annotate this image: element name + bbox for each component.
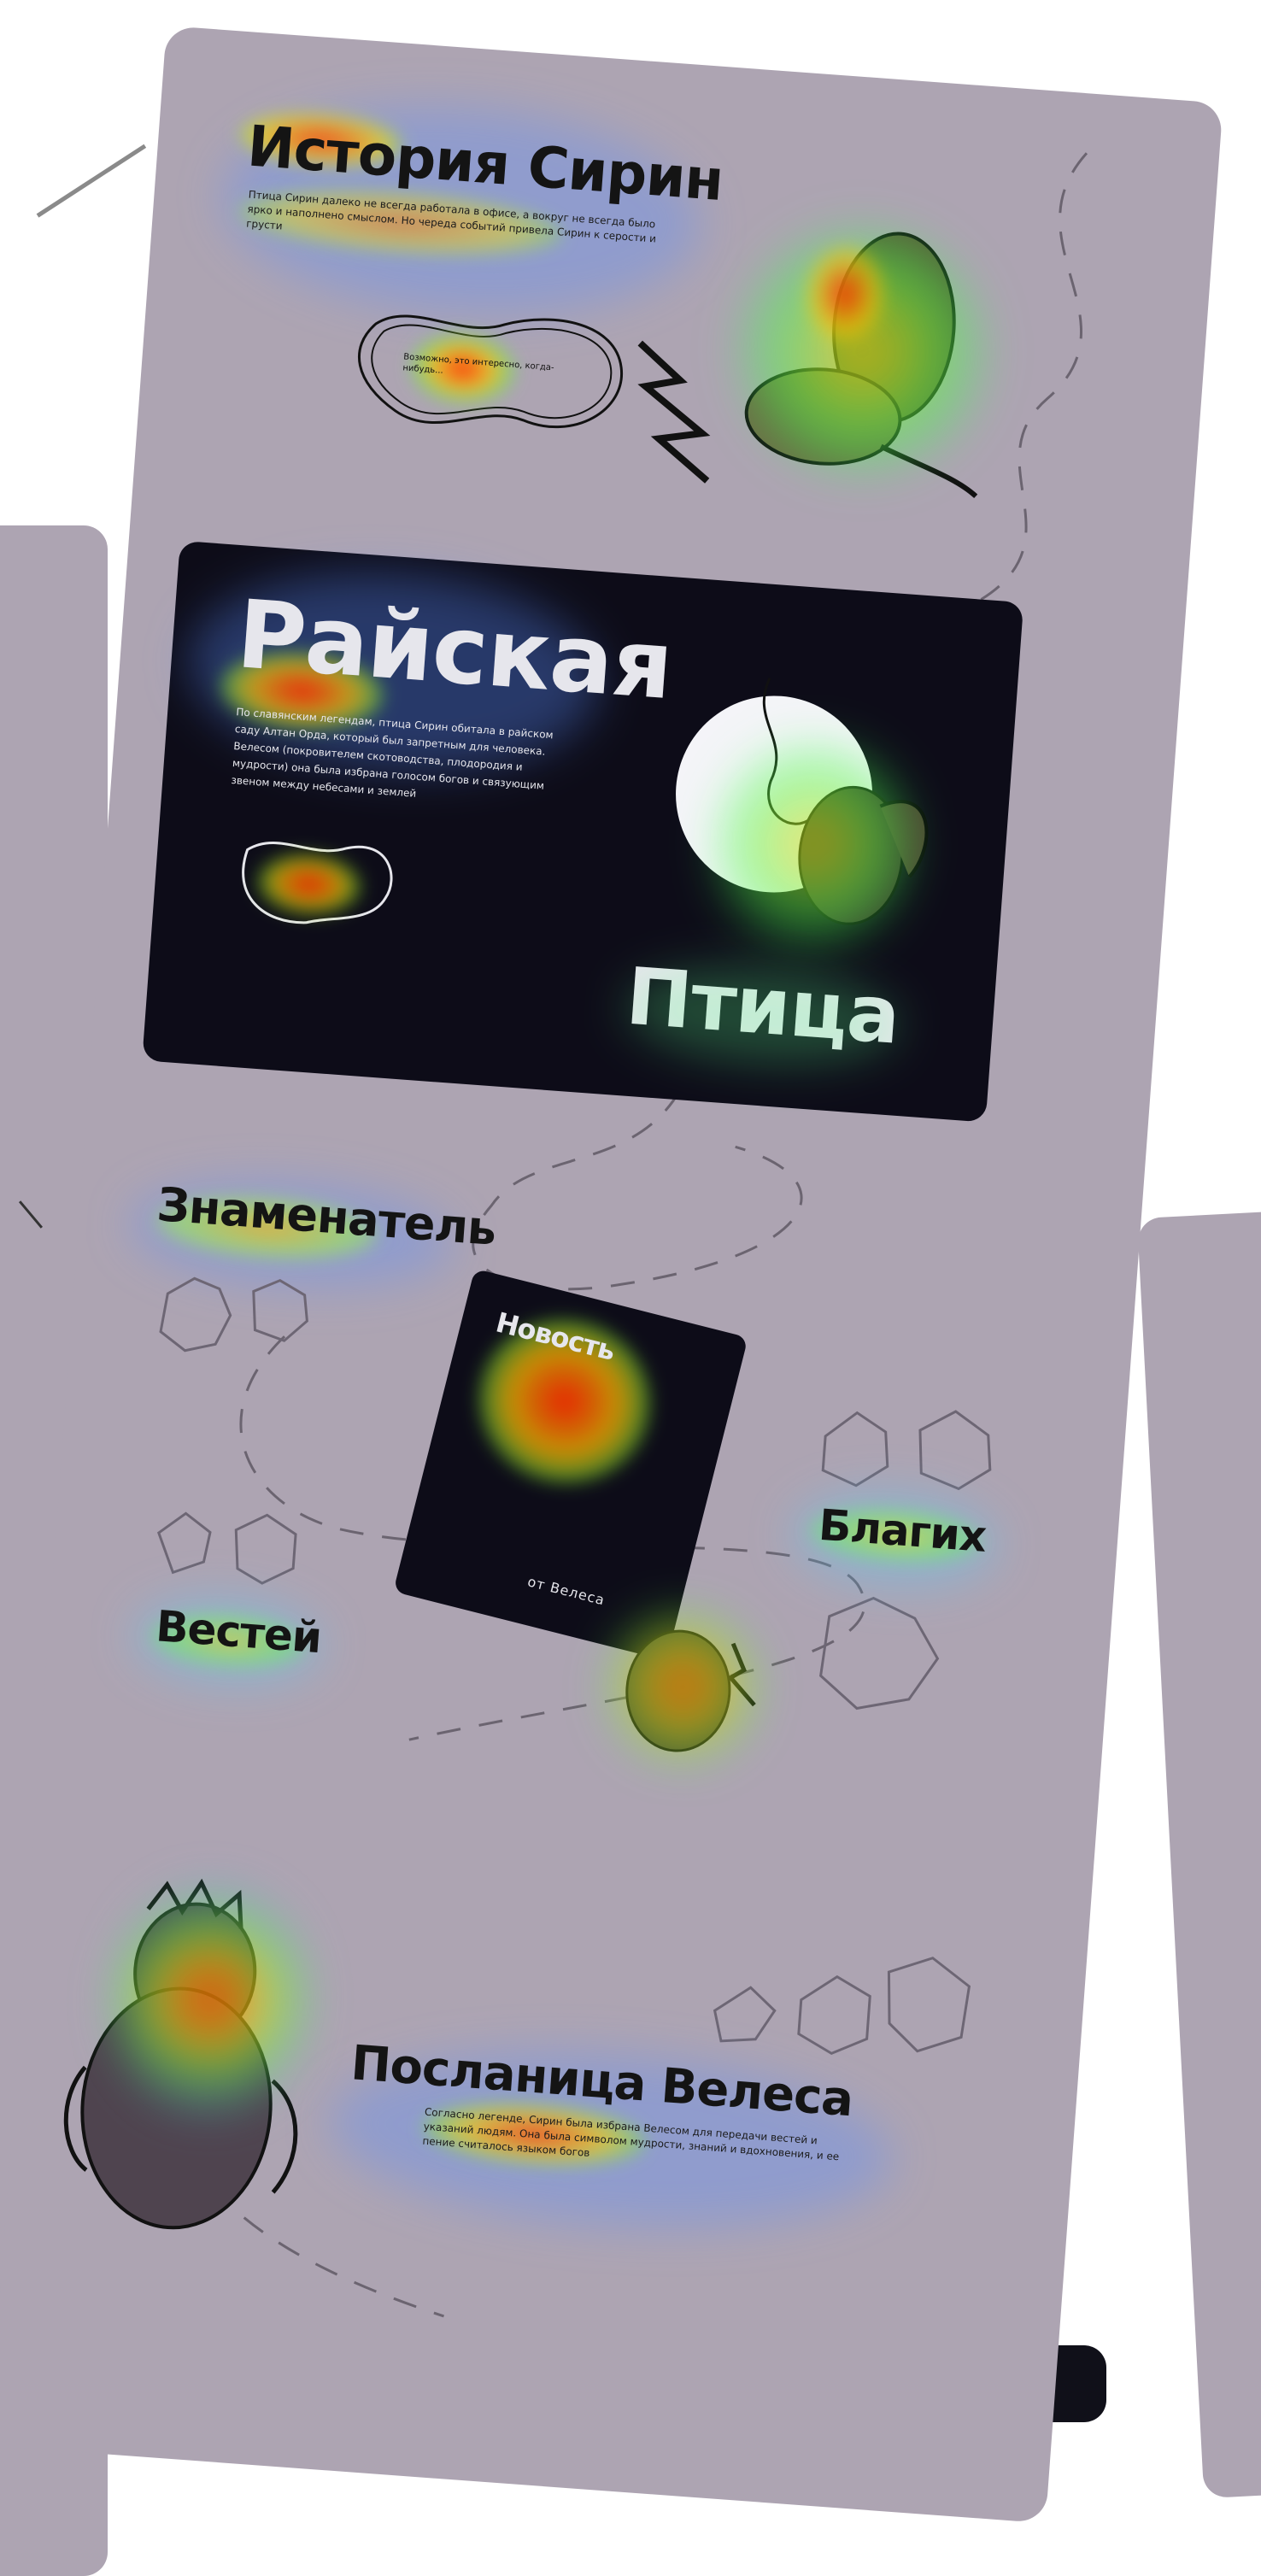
moon-icon — [668, 689, 880, 900]
dashed-path — [212, 152, 1088, 2318]
card-body: По славянским легендам, птица Сирин обит… — [231, 706, 554, 800]
speech-bubble-icon — [242, 842, 393, 924]
right-neighbor-panel — [1136, 1209, 1261, 2499]
heatspot-card-bubble — [255, 850, 363, 918]
news-card-sign: от Велеса — [525, 1573, 607, 1609]
card-paradise-bird[interactable]: Райская По славянским легендам, птица Си… — [142, 540, 1024, 1123]
card-title-bottom: Птица — [623, 950, 903, 1062]
story-board[interactable]: История Сирин Птица Сирин далеко не всег… — [0, 26, 1223, 2524]
card-title-top: Райская — [233, 579, 677, 721]
news-card-title: Новость — [492, 1306, 619, 1367]
decorative-line — [36, 144, 147, 218]
